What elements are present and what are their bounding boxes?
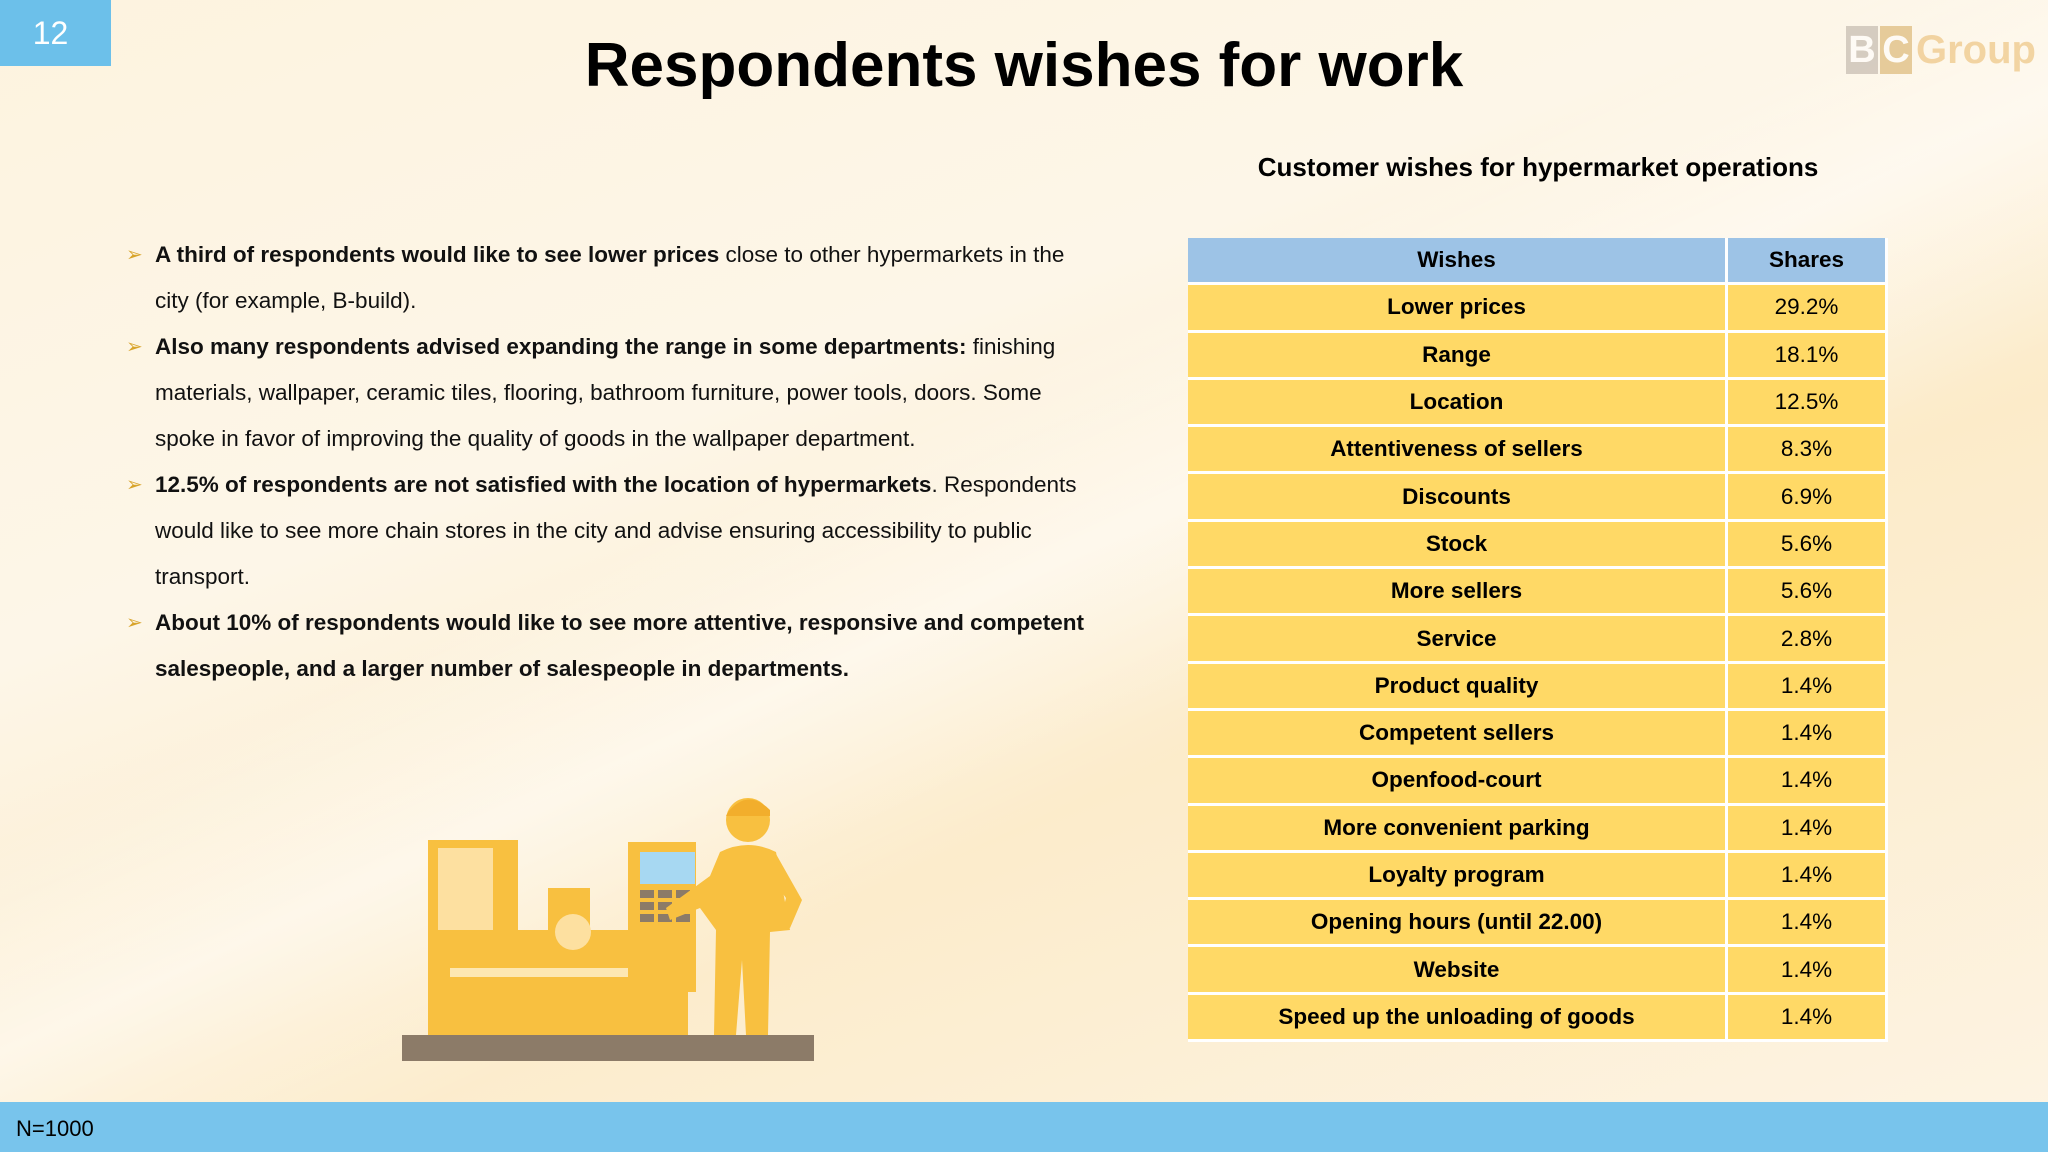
footer-bar: N=1000 bbox=[0, 1102, 2048, 1152]
wish-cell: Range bbox=[1188, 332, 1728, 380]
table-row: Competent sellers 1.4% bbox=[1188, 710, 1888, 759]
bullet-item: ➢ About 10% of respondents would like to… bbox=[126, 600, 1086, 692]
sample-size-note: N=1000 bbox=[16, 1116, 94, 1141]
share-cell: 1.4% bbox=[1728, 805, 1888, 853]
table-row: Lower prices 29.2% bbox=[1188, 285, 1888, 333]
share-cell: 1.4% bbox=[1728, 852, 1888, 901]
wish-cell: Stock bbox=[1188, 521, 1728, 570]
share-cell: 18.1% bbox=[1728, 332, 1888, 380]
column-header-wishes: Wishes bbox=[1188, 238, 1728, 286]
bullet-item: ➢ 12.5% of respondents are not satisfied… bbox=[126, 462, 1086, 600]
bullet-item: ➢ A third of respondents would like to s… bbox=[126, 232, 1086, 324]
share-cell: 2.8% bbox=[1728, 616, 1888, 664]
wish-cell: Lower prices bbox=[1188, 285, 1728, 333]
share-cell: 1.4% bbox=[1728, 994, 1888, 1043]
bullet-bold-text: 12.5% of respondents are not satisfied w… bbox=[155, 472, 932, 497]
table-row: Website 1.4% bbox=[1188, 947, 1888, 995]
machine-wheel bbox=[555, 914, 591, 950]
column-header-shares: Shares bbox=[1728, 238, 1888, 286]
bc-group-logo: B C Group bbox=[1846, 22, 2036, 78]
arrow-bullet-icon: ➢ bbox=[126, 244, 143, 266]
wish-cell: Product quality bbox=[1188, 663, 1728, 711]
share-cell: 5.6% bbox=[1728, 521, 1888, 570]
wish-cell: Discounts bbox=[1188, 474, 1728, 522]
wish-cell: Service bbox=[1188, 616, 1728, 664]
logo-letter-c: C bbox=[1880, 26, 1912, 74]
wishes-table: Wishes Shares Lower prices 29.2% Range 18.… bbox=[1188, 238, 1888, 1043]
share-cell: 5.6% bbox=[1728, 569, 1888, 617]
wish-cell: Speed up the unloading of goods bbox=[1188, 994, 1728, 1043]
page-title: Respondents wishes for work bbox=[584, 31, 1464, 100]
table-row: Range 18.1% bbox=[1188, 332, 1888, 380]
table-row: More sellers 5.6% bbox=[1188, 569, 1888, 617]
table-row: Speed up the unloading of goods 1.4% bbox=[1188, 994, 1888, 1043]
table-row: Loyalty program 1.4% bbox=[1188, 852, 1888, 901]
table-row: Stock 5.6% bbox=[1188, 521, 1888, 570]
logo-word: Group bbox=[1916, 27, 2036, 72]
arrow-bullet-icon: ➢ bbox=[126, 612, 143, 634]
share-cell: 6.9% bbox=[1728, 474, 1888, 522]
share-cell: 1.4% bbox=[1728, 663, 1888, 711]
share-cell: 8.3% bbox=[1728, 427, 1888, 475]
share-cell: 12.5% bbox=[1728, 379, 1888, 428]
table-row: Openfood-court 1.4% bbox=[1188, 758, 1888, 806]
share-cell: 1.4% bbox=[1728, 710, 1888, 759]
bullet-text: . Respondents would like to see more cha… bbox=[155, 472, 1077, 589]
table-row: Opening hours (until 22.00) 1.4% bbox=[1188, 900, 1888, 948]
wish-cell: Openfood-court bbox=[1188, 758, 1728, 806]
share-cell: 1.4% bbox=[1728, 900, 1888, 948]
table-row: Discounts 6.9% bbox=[1188, 474, 1888, 522]
table-row: Product quality 1.4% bbox=[1188, 663, 1888, 711]
bullet-list: ➢ A third of respondents would like to s… bbox=[126, 232, 1086, 692]
wish-cell: Loyalty program bbox=[1188, 852, 1728, 901]
page-number: 12 bbox=[0, 0, 111, 66]
wish-cell: Attentiveness of sellers bbox=[1188, 427, 1728, 475]
share-cell: 1.4% bbox=[1728, 947, 1888, 995]
share-cell: 1.4% bbox=[1728, 758, 1888, 806]
table-row: Location 12.5% bbox=[1188, 379, 1888, 428]
table-row: More convenient parking 1.4% bbox=[1188, 805, 1888, 853]
table-row: Attentiveness of sellers 8.3% bbox=[1188, 427, 1888, 475]
table-row: Service 2.8% bbox=[1188, 616, 1888, 664]
wish-cell: More sellers bbox=[1188, 569, 1728, 617]
logo-letter-b: B bbox=[1846, 26, 1878, 74]
bullet-text: finishing materials, wallpaper, ceramic … bbox=[155, 334, 1056, 451]
bullet-bold-text: A third of respondents would like to see… bbox=[155, 242, 720, 267]
arrow-bullet-icon: ➢ bbox=[126, 336, 143, 358]
machine-stripe bbox=[450, 968, 650, 977]
floor-base bbox=[402, 1035, 814, 1061]
worker-figure bbox=[666, 798, 802, 1035]
wish-cell: Website bbox=[1188, 947, 1728, 995]
bullet-bold-text: Also many respondents advised expanding … bbox=[155, 334, 967, 359]
wish-cell: More convenient parking bbox=[1188, 805, 1728, 853]
bullet-bold-text: About 10% of respondents would like to s… bbox=[155, 610, 1084, 681]
wish-cell: Opening hours (until 22.00) bbox=[1188, 900, 1728, 948]
bullet-item: ➢ Also many respondents advised expandin… bbox=[126, 324, 1086, 462]
control-screen bbox=[640, 852, 695, 884]
wish-cell: Location bbox=[1188, 379, 1728, 428]
wish-cell: Competent sellers bbox=[1188, 710, 1728, 759]
worker-machine-illustration bbox=[402, 798, 814, 1061]
bullet-text: close to other hypermarkets in the city … bbox=[155, 242, 1065, 313]
share-cell: 29.2% bbox=[1728, 285, 1888, 333]
table-header-row: Wishes Shares bbox=[1188, 238, 1888, 286]
arrow-bullet-icon: ➢ bbox=[126, 474, 143, 496]
machine-panel bbox=[438, 848, 493, 944]
table-title: Customer wishes for hypermarket operatio… bbox=[1257, 152, 1819, 182]
